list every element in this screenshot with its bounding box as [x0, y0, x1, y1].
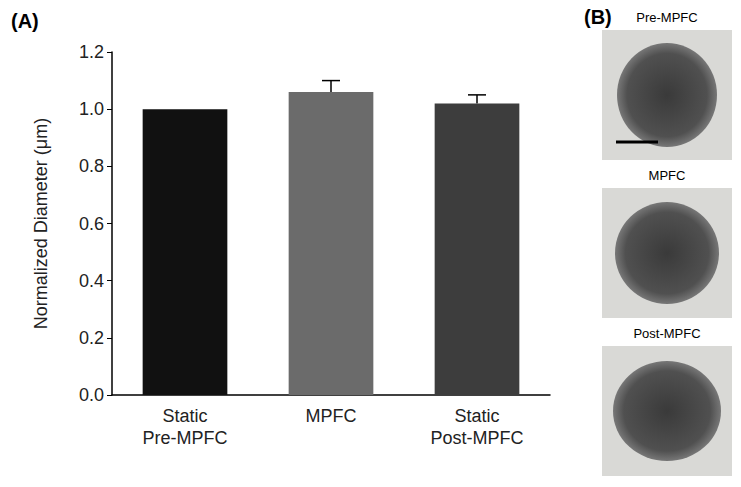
svg-text:Static: Static — [454, 406, 499, 426]
svg-text:0.2: 0.2 — [79, 328, 104, 348]
svg-text:Pre-MPFC: Pre-MPFC — [143, 428, 228, 448]
svg-text:Normalized Diameter (μm): Normalized Diameter (μm) — [31, 118, 51, 329]
svg-text:0.0: 0.0 — [79, 385, 104, 405]
svg-text:Static: Static — [162, 406, 207, 426]
html-text:Post-MPFC: Post-MPFC — [633, 326, 701, 341]
svg-text:(A): (A) — [11, 10, 39, 32]
html-text:(B): (B) — [584, 6, 612, 28]
svg-text:Post-MPFC: Post-MPFC — [430, 428, 523, 448]
svg-text:1.2: 1.2 — [79, 42, 104, 62]
html-text:Pre-MPFC: Pre-MPFC — [636, 10, 698, 25]
svg-text:0.6: 0.6 — [79, 214, 104, 234]
svg-text:MPFC: MPFC — [306, 406, 357, 426]
svg-text:0.8: 0.8 — [79, 156, 104, 176]
html-text:MPFC: MPFC — [648, 168, 686, 183]
svg-text:0.4: 0.4 — [79, 271, 104, 291]
svg-text:1.0: 1.0 — [79, 99, 104, 119]
